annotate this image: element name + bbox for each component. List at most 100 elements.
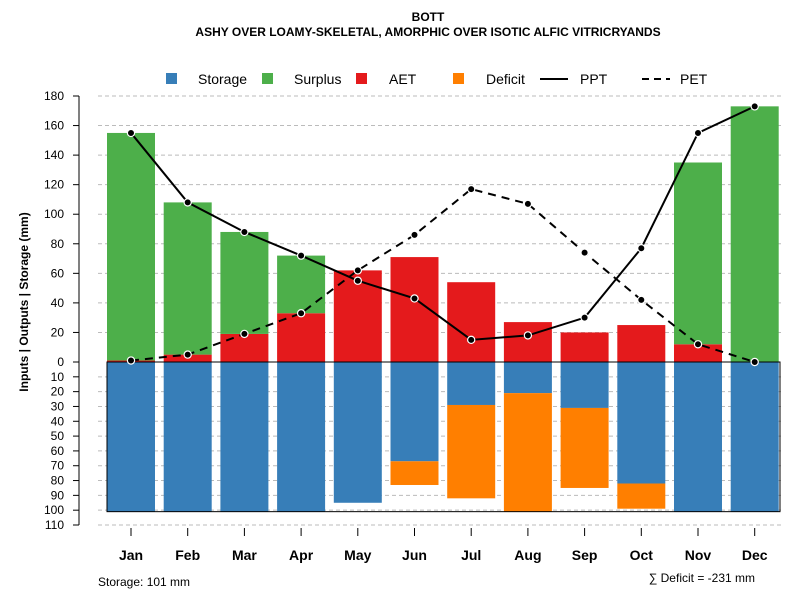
y-axis: 0204060801001201401601801020304050607080… — [44, 89, 80, 532]
y-tick-label: 140 — [44, 148, 64, 162]
ppt-point-dec — [750, 102, 759, 111]
bar-surplus-dec — [730, 106, 779, 362]
ppt-point-jul — [467, 335, 476, 345]
y-tick-label: 70 — [51, 459, 65, 473]
bar-storage-jan — [107, 362, 155, 512]
pet-point-jul — [467, 184, 476, 194]
x-tick-label: Nov — [685, 547, 712, 563]
legend-swatch-surplus — [262, 73, 273, 84]
bar-storage-mar — [220, 362, 269, 512]
pet-point-may — [353, 266, 362, 275]
bar-deficit-sep — [560, 407, 609, 488]
pet-point-nov — [693, 340, 703, 349]
x-tick-label: Feb — [175, 547, 200, 563]
y-tick-label: 30 — [51, 399, 65, 413]
y-tick-label: 80 — [51, 237, 65, 251]
ppt-point-jan — [126, 128, 136, 138]
x-tick-label: May — [344, 547, 371, 563]
y-tick-label: 10 — [51, 370, 65, 384]
y-axis-label: Inputs | Outputs | Storage (mm) — [17, 212, 31, 391]
bar-storage-aug — [503, 362, 552, 394]
bar-surplus-feb — [163, 202, 212, 355]
ppt-line — [130, 105, 756, 341]
y-tick-label: 60 — [51, 444, 65, 458]
series-lines — [130, 105, 756, 363]
y-tick-label: 180 — [44, 89, 64, 103]
pet-point-sep — [580, 248, 589, 257]
y-tick-label: 100 — [44, 207, 64, 221]
bar-deficit-jul — [447, 404, 496, 499]
legend-label-surplus: Surplus — [294, 71, 341, 87]
legend-label-ppt: PPT — [580, 71, 608, 87]
pet-point-oct — [637, 295, 646, 305]
y-tick-label: 80 — [51, 474, 65, 488]
ppt-point-sep — [580, 313, 589, 322]
ppt-point-jun — [410, 294, 419, 303]
ppt-point-may — [353, 276, 362, 285]
ppt-point-aug — [523, 331, 533, 340]
y-tick-label: 50 — [51, 429, 65, 443]
legend-swatch-deficit — [453, 73, 464, 84]
y-tick-label: 120 — [44, 178, 64, 192]
series-points — [126, 102, 759, 367]
ppt-point-mar — [240, 227, 249, 237]
storage-capacity-box — [106, 361, 781, 513]
x-tick-label: Oct — [630, 547, 654, 563]
pet-point-jan — [126, 356, 136, 365]
ppt-point-nov — [693, 128, 703, 138]
pet-point-dec — [750, 357, 759, 367]
x-axis: Jan Feb Mar Apr May Jun Jul Aug Sep Oct Nov Dec — [119, 528, 768, 563]
bar-aet-jul — [447, 282, 496, 362]
bar-storage-oct — [617, 362, 666, 484]
bar-storage-may — [333, 362, 382, 503]
ppt-point-apr — [296, 251, 306, 260]
legend-swatch-storage — [166, 73, 177, 84]
bar-deficit-jun — [390, 461, 439, 485]
legend-label-deficit: Deficit — [486, 71, 525, 87]
y-tick-label: 110 — [45, 518, 64, 532]
y-tick-label: 60 — [51, 266, 65, 280]
bar-aet-sep — [560, 332, 609, 362]
storage-note: Storage: 101 mm — [98, 575, 190, 589]
bar-storage-feb — [163, 362, 212, 512]
legend: Storage Surplus AET Deficit PPT PET — [166, 71, 708, 87]
y-tick-label: 90 — [51, 488, 65, 502]
pet-point-mar — [240, 329, 249, 339]
bar-aet-nov — [674, 344, 722, 362]
deficit-note: ∑ Deficit = -231 mm — [649, 571, 755, 585]
bar-storage-dec — [730, 362, 779, 512]
y-tick-label: 0 — [57, 355, 64, 369]
legend-label-storage: Storage — [198, 71, 247, 87]
pet-line — [130, 188, 755, 363]
x-tick-label: Apr — [289, 547, 314, 563]
y-tick-label: 20 — [51, 325, 65, 339]
x-tick-label: Dec — [742, 547, 768, 563]
bar-deficit-aug — [503, 393, 552, 512]
bar-storage-apr — [277, 362, 326, 512]
bar-deficit-oct — [617, 483, 666, 509]
y-tick-label: 160 — [44, 119, 64, 133]
x-tick-label: Jun — [402, 547, 427, 563]
chart-title: BOTT — [412, 10, 445, 24]
pet-point-feb — [183, 350, 192, 359]
y-tick-label: 40 — [51, 296, 65, 310]
y-tick-label: 40 — [51, 414, 65, 428]
bar-storage-sep — [560, 362, 609, 408]
bar-storage-jul — [447, 362, 496, 405]
bar-surplus-mar — [220, 231, 269, 334]
bar-aet-mar — [220, 333, 269, 362]
y-tick-label: 100 — [44, 503, 64, 517]
legend-label-aet: AET — [389, 71, 417, 87]
chart-subtitle: ASHY OVER LOAMY-SKELETAL, AMORPHIC OVER … — [195, 25, 660, 39]
x-tick-label: Jan — [119, 547, 143, 563]
bar-surplus-nov — [674, 162, 722, 345]
pet-point-apr — [296, 309, 306, 318]
bar-storage-nov — [674, 362, 722, 512]
x-tick-label: Sep — [572, 547, 598, 563]
pet-point-jun — [410, 230, 419, 240]
ppt-point-oct — [637, 244, 646, 253]
ppt-point-feb — [183, 198, 192, 207]
legend-swatch-aet — [356, 73, 367, 84]
bar-aet-apr — [277, 313, 326, 362]
